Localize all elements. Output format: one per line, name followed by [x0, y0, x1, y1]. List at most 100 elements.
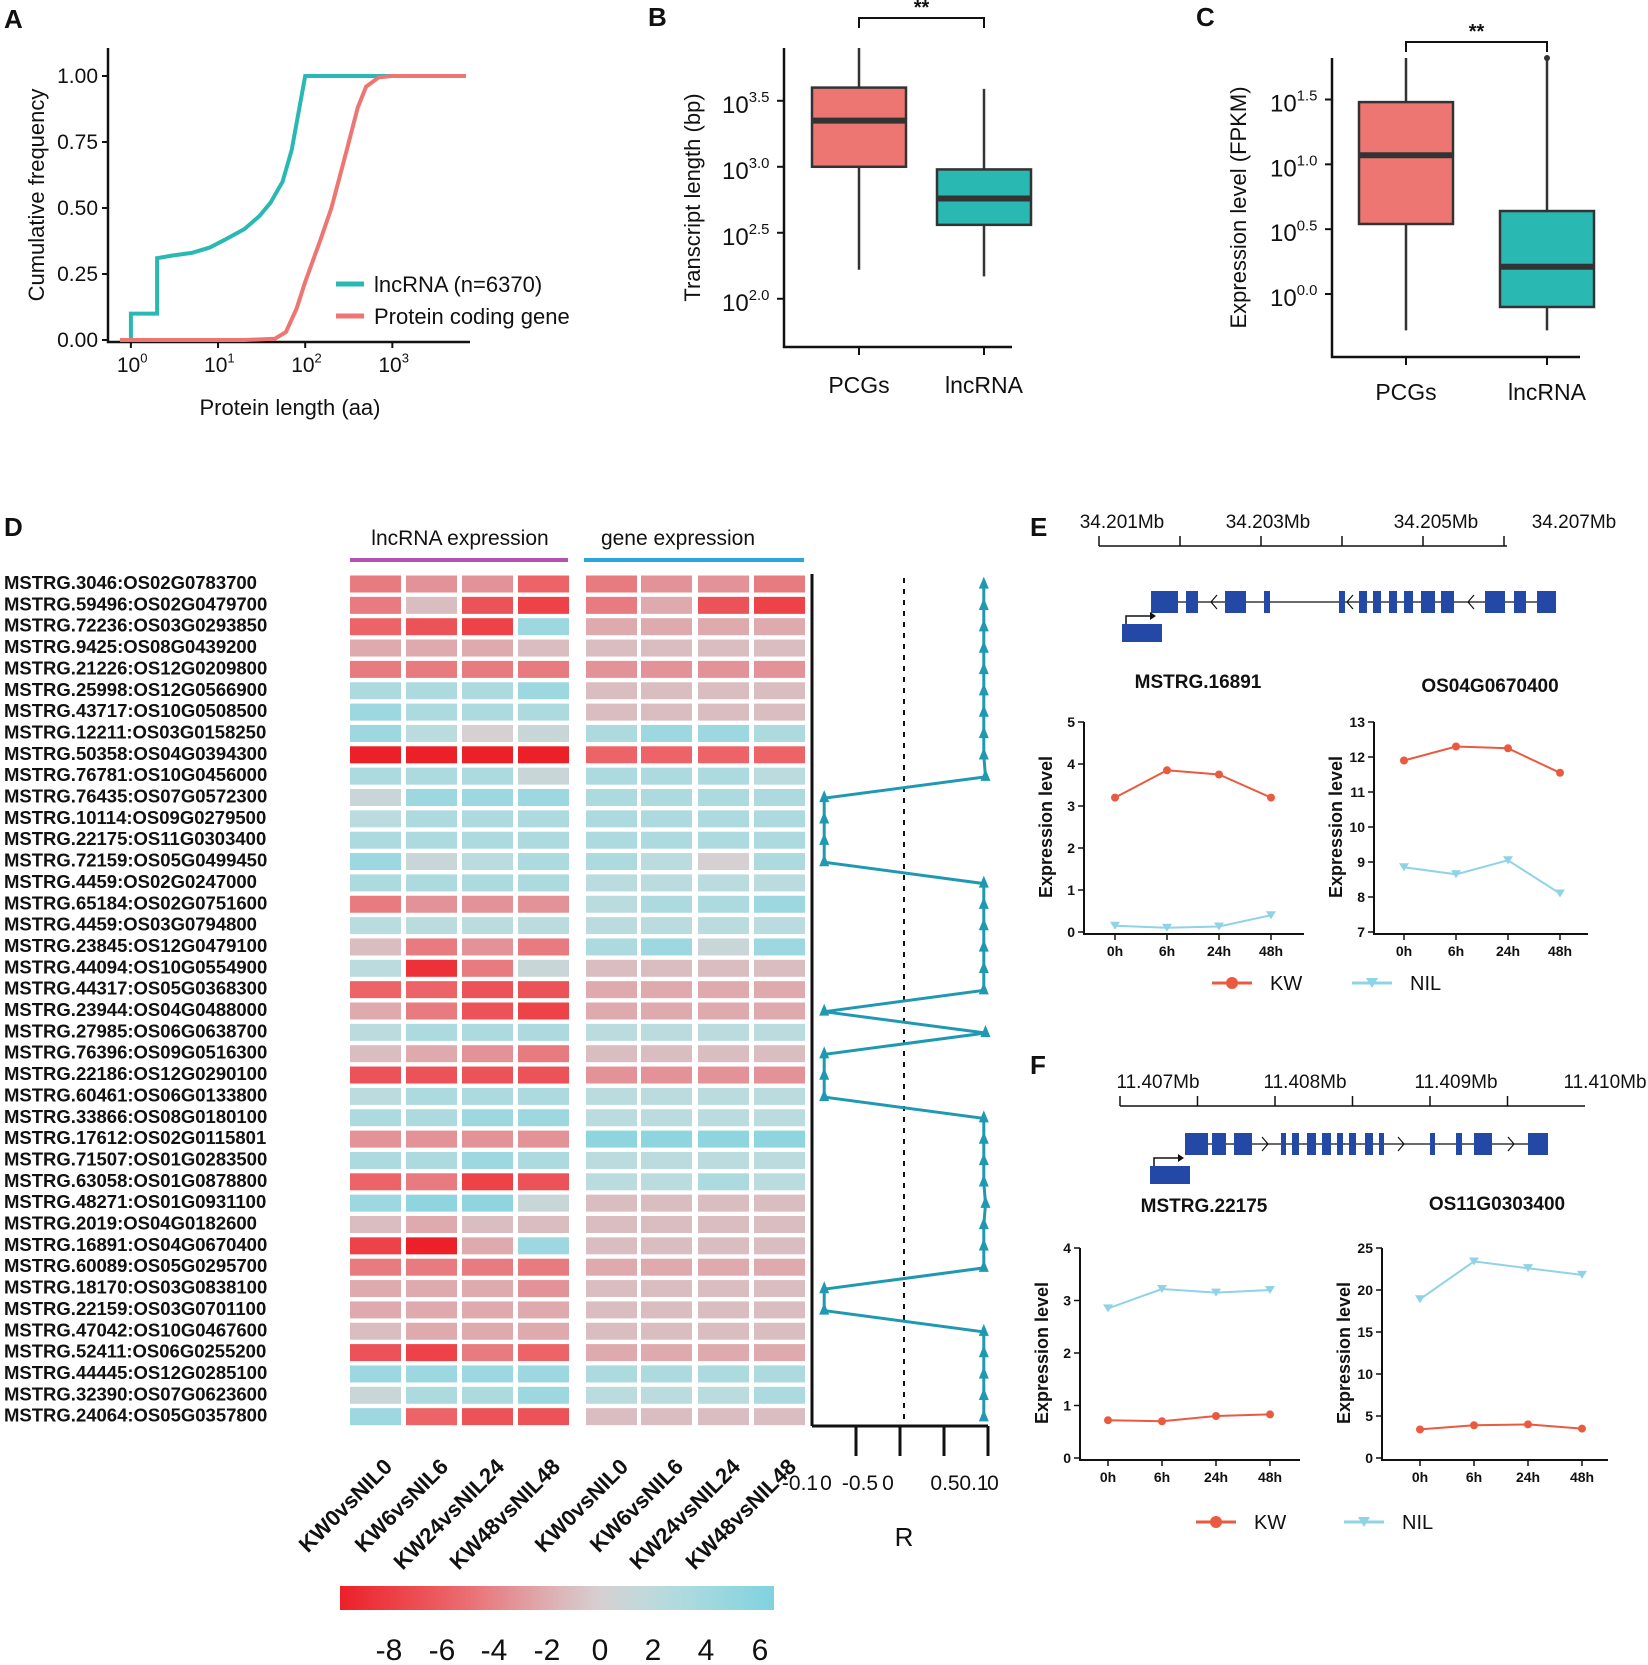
heatmap-cell [518, 1130, 569, 1148]
heatmap-cell [518, 895, 569, 913]
heatmap-cell [518, 1386, 569, 1404]
heatmap-cell [754, 1023, 805, 1041]
heatmap-cell [350, 981, 401, 999]
heatmap-cell [754, 1301, 805, 1319]
exon-block [1234, 1133, 1252, 1155]
y-axis-label: Expression level [1334, 1282, 1354, 1424]
r-point-marker [978, 662, 989, 675]
heatmap-cell [518, 575, 569, 593]
y-tick-label: 5 [1365, 1408, 1373, 1424]
r-point-marker [819, 1046, 830, 1059]
kw-point [1400, 756, 1408, 765]
heatmap-row-label: MSTRG.4459:OS03G0794800 [4, 914, 257, 935]
heatmap-cell [641, 596, 692, 614]
heatmap-cell [406, 618, 457, 636]
x-tick-label-base: 10 [291, 354, 314, 377]
heatmap-cell [754, 1173, 805, 1191]
x-tick-label-exponent: 2 [315, 351, 322, 366]
heatmap-cell [641, 1194, 692, 1212]
lncrna-block [1122, 624, 1162, 642]
y-tick-label-exponent: 0.0 [1297, 283, 1318, 299]
y-tick-label: 10 [1349, 819, 1365, 835]
heatmap-cell [518, 1066, 569, 1084]
r-point-marker [978, 896, 989, 909]
heatmap-cell [586, 1216, 637, 1233]
exon-block [1151, 591, 1178, 613]
y-tick-label: 1.00 [57, 65, 98, 88]
y-tick-label: 4 [1067, 756, 1075, 772]
coordinate-label: 11.408Mb [1263, 1072, 1346, 1093]
exon-block [1281, 1133, 1286, 1155]
y-tick-label-exponent: 3.0 [749, 156, 770, 172]
heatmap-cell [350, 639, 401, 657]
exon-block [1379, 1133, 1384, 1155]
series-line-kw [1419, 1423, 1583, 1431]
kw-point [1111, 793, 1119, 802]
y-tick-label: 0.50 [57, 197, 98, 220]
heatmap-cell [641, 1066, 692, 1084]
line-chart-title: OS04G0670400 [1421, 676, 1558, 697]
heatmap-cell [462, 1301, 513, 1319]
exon-block [1225, 591, 1246, 613]
heatmap-cell [350, 1194, 401, 1212]
heatmap-cell [698, 917, 749, 935]
heatmap-cell [350, 1301, 401, 1319]
heatmap-cell [586, 810, 637, 828]
heatmap-cell [518, 1045, 569, 1063]
y-tick-label: 2 [1063, 1345, 1071, 1361]
nil-point [1555, 889, 1565, 898]
heatmap-cell [518, 746, 569, 764]
heatmap-cell [586, 1365, 637, 1383]
y-tick-label-base: 10 [1270, 285, 1297, 312]
y-tick-label: 1 [1067, 882, 1075, 898]
x-tick-label: 0h [1412, 1469, 1428, 1485]
nil-point [1503, 856, 1513, 865]
heatmap-cell [754, 981, 805, 999]
heatmap-cell [586, 1301, 637, 1319]
x-tick-label: 100 [117, 351, 148, 377]
heatmap-cell [754, 810, 805, 828]
heatmap-row-label: MSTRG.23944:OS04G0488000 [4, 999, 267, 1020]
exon-block [1528, 1133, 1548, 1155]
heatmap-cell [641, 895, 692, 913]
exon-block [1322, 1133, 1331, 1155]
heatmap-cell [698, 1408, 749, 1426]
series-line-lncrna [120, 74, 466, 342]
heatmap-cell [641, 959, 692, 977]
heatmap-cell [754, 575, 805, 593]
heatmap-cell [350, 682, 401, 700]
heatmap-cell [406, 938, 457, 956]
heatmap-cell [462, 874, 513, 892]
line-chart-axes [1079, 1248, 1300, 1461]
kw-point [1504, 744, 1512, 753]
heatmap-cell [462, 981, 513, 999]
series-line-kw [1114, 769, 1272, 799]
heatmap-cell [350, 1365, 401, 1383]
heatmap-cell [754, 1087, 805, 1105]
heatmap-cell [406, 981, 457, 999]
heatmap-cell [406, 789, 457, 806]
heatmap-cell [350, 596, 401, 614]
heatmap-cell [462, 1173, 513, 1191]
y-tick-label-exponent: 3.5 [749, 90, 770, 106]
r-tick-label: 0.5 [930, 1472, 959, 1495]
legend-kw-marker [1210, 1516, 1222, 1528]
r-point-marker [978, 619, 989, 632]
heatmap-cell [406, 1365, 457, 1383]
r-point-marker [819, 854, 830, 867]
heatmap-cell [586, 789, 637, 806]
exon-block [1337, 1133, 1343, 1155]
heatmap-cell [641, 874, 692, 892]
heatmap-cell [641, 1322, 692, 1340]
nil-point [1469, 1257, 1479, 1266]
y-axis-label: Expression level [1326, 756, 1346, 898]
heatmap-cell [641, 1109, 692, 1127]
exon-block [1339, 591, 1345, 613]
heatmap-row-label: MSTRG.52411:OS06G0255200 [4, 1341, 266, 1362]
heatmap-cell [698, 1130, 749, 1148]
x-tick-label: 24h [1204, 1469, 1228, 1485]
heatmap-cell [586, 1194, 637, 1212]
y-tick-label: 8 [1357, 889, 1365, 905]
heatmap-cell [350, 1023, 401, 1041]
